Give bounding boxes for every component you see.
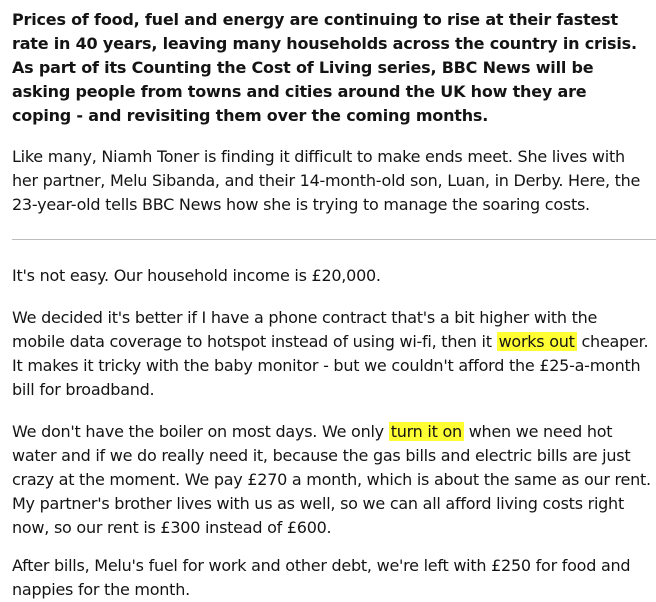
- section-divider: [12, 239, 656, 240]
- paragraph-text: We don't have the boiler on most days. W…: [12, 422, 389, 441]
- paragraph-text: when we need hot water and if we do real…: [12, 422, 651, 537]
- paragraph-budget: After bills, Melu's fuel for work and ot…: [12, 556, 631, 599]
- paragraph-income: It's not easy. Our household income is £…: [12, 266, 381, 285]
- paragraph-boiler: We don't have the boiler on most days. W…: [12, 420, 652, 540]
- paragraph-text: cheaper. It makes it tricky with the bab…: [12, 332, 649, 399]
- paragraph-text: We decided it's better if I have a phone…: [12, 308, 598, 351]
- highlighted-phrase-turn-it-on[interactable]: turn it on: [388, 422, 464, 441]
- highlighted-phrase-works-out[interactable]: works out: [496, 332, 577, 351]
- article-lede: Like many, Niamh Toner is finding it dif…: [12, 147, 641, 214]
- paragraph-phone-contract: We decided it's better if I have a phone…: [12, 306, 652, 402]
- article-intro: Prices of food, fuel and energy are cont…: [12, 10, 637, 125]
